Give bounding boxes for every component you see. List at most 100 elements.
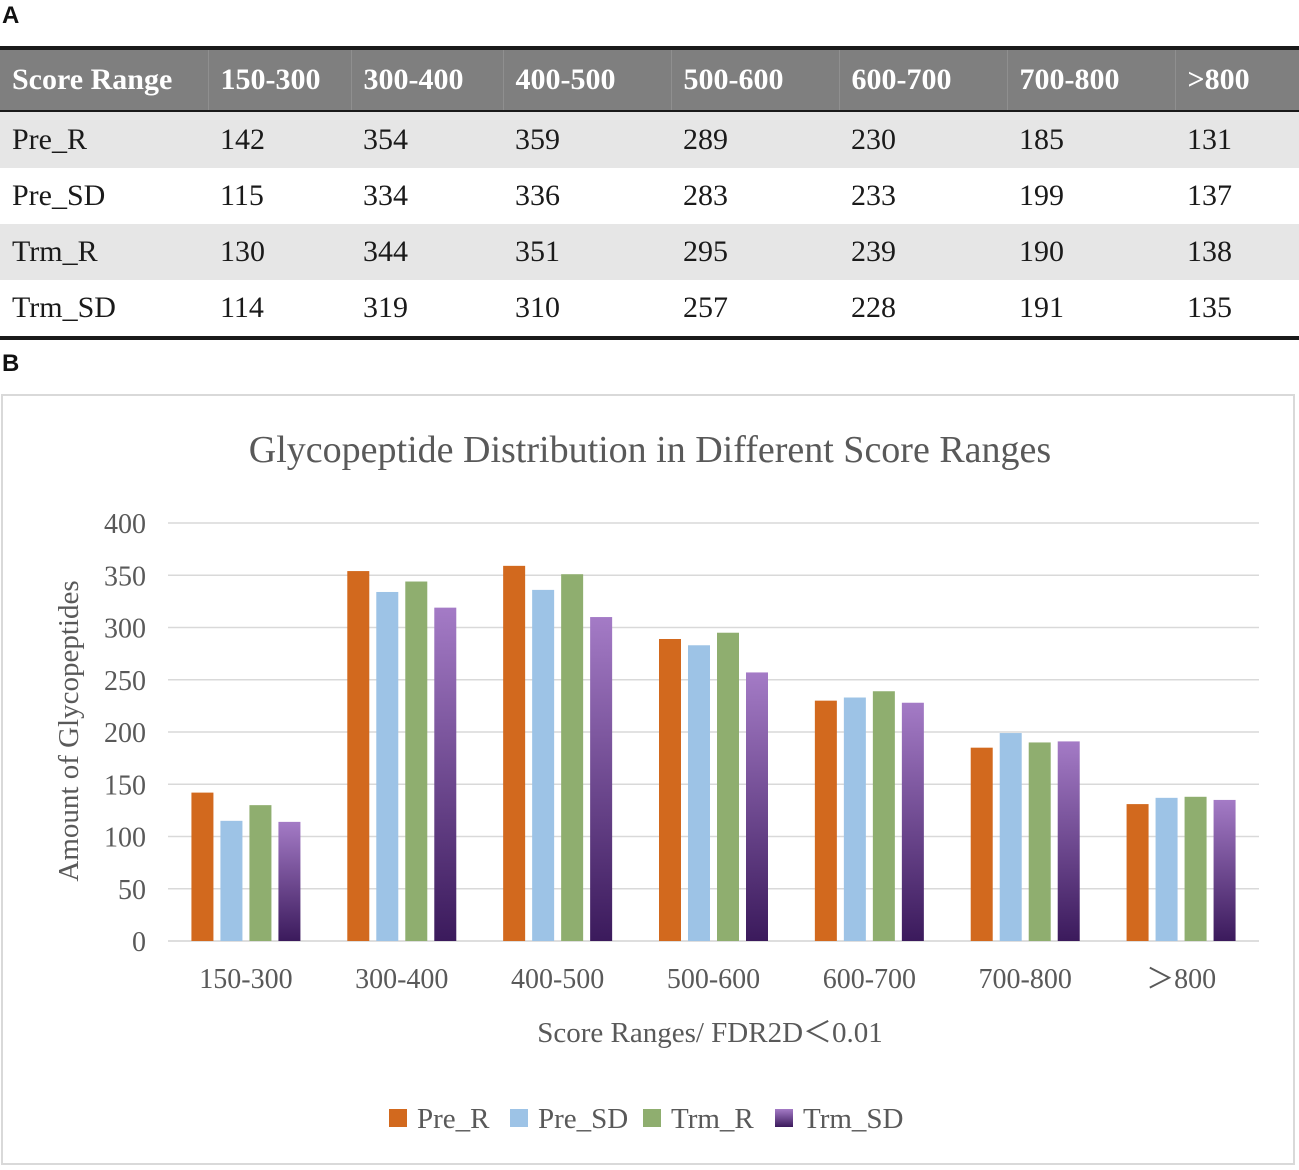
table-cell: 336 [515,179,560,212]
y-tick-label: 400 [104,509,146,540]
bar-pre-r-2 [503,565,526,941]
header-400-500: 400-500 [502,46,671,112]
table-cell: 239 [851,235,896,268]
table-cell: 257 [671,280,839,340]
row-label: Pre_SD [12,179,106,212]
bar-trm-r-6 [1184,796,1207,941]
bar-pre-sd-0 [220,820,243,941]
bar-trm-sd-0 [278,821,301,941]
table-header-row: Score Range 150-300 300-400 400-500 500-… [0,46,1299,112]
bar-trm-sd-1 [434,607,457,941]
table-cell: 190 [1019,235,1064,268]
table-row: Pre_SD 115 334 336 283 233 199 137 [0,168,1299,224]
x-tick-label: 150-300 [199,964,292,995]
bar-pre-r-5 [970,747,993,941]
bar-trm-r-1 [405,581,428,941]
chart-container: 0 50 100 150 200 250 300 350 400 150-300 300-400 40… [1,394,1295,1165]
legend-swatch-pre-r [389,1109,407,1127]
x-tick-label: 300-400 [355,964,448,995]
bar-pre-sd-6 [1155,797,1178,941]
legend-swatch-trm-r [643,1109,661,1127]
bar-pre-r-6 [1126,804,1149,941]
table-cell: 228 [839,280,1007,340]
table-cell: 199 [1019,179,1064,212]
bar-trm-r-0 [249,805,272,941]
table-row: Trm_SD 114 319 310 257 228 191 135 [0,280,1299,340]
bar-trm-r-4 [872,691,895,941]
bar-pre-sd-2 [532,589,555,941]
y-tick-label: 300 [104,614,146,645]
y-tick-label: 200 [104,718,146,749]
header-600-700: 600-700 [838,46,1007,112]
legend-swatch-trm-sd [775,1109,793,1127]
table-cell: 319 [351,280,503,340]
table-cell: 354 [363,123,408,156]
y-tick-label: 350 [104,561,146,592]
table-cell: 137 [1187,179,1232,212]
bar-trm-r-5 [1028,742,1051,941]
legend-swatch-pre-sd [510,1109,528,1127]
legend-label-trm-sd: Trm_SD [803,1103,903,1135]
bar-trm-sd-5 [1057,741,1080,941]
table-row: Trm_R 130 344 351 295 239 190 138 [0,224,1299,280]
bar-pre-sd-1 [376,591,399,941]
bar-chart: 0 50 100 150 200 250 300 350 400 150-300 300-400 40… [53,429,1259,1135]
legend-label-pre-r: Pre_R [417,1103,490,1135]
bar-pre-sd-5 [999,733,1022,941]
table-cell: 135 [1175,280,1299,340]
panel-a-label: A [2,2,20,29]
y-tick-label: 150 [104,770,146,801]
y-tick-label: 50 [118,875,146,906]
bar-trm-r-2 [561,574,584,941]
chart-title: Glycopeptide Distribution in Different S… [249,429,1051,471]
table-cell: 233 [851,179,896,212]
bar-pre-sd-3 [688,645,710,941]
table-cell: 344 [363,235,408,268]
bar-pre-r-4 [814,700,837,941]
table-cell: 138 [1187,235,1232,268]
legend-label-pre-sd: Pre_SD [538,1103,628,1135]
table-cell: 114 [208,280,351,340]
table-cell: 230 [851,123,896,156]
header-150-300: 150-300 [207,46,351,112]
table-cell: 289 [683,123,728,156]
bar-trm-r-3 [717,632,739,941]
x-axis-label: Score Ranges/ FDR2D＜0.01 [537,1017,883,1049]
table-row: Pre_R 142 354 359 289 230 185 131 [0,111,1299,168]
x-tick-label: 500-600 [667,964,760,995]
bar-pre-r-0 [191,792,214,941]
x-tick-label: ＞800 [1146,964,1216,995]
row-label: Trm_SD [0,280,208,340]
header-over-800: >800 [1174,46,1299,112]
table-cell: 359 [515,123,560,156]
bar-trm-sd-3 [746,672,768,941]
table-cell: 191 [1007,280,1175,340]
legend-label-trm-r: Trm_R [671,1103,754,1135]
bar-pre-r-1 [347,571,370,941]
header-score-range: Score Range [0,46,208,112]
table-cell: 334 [363,179,408,212]
table-cell: 295 [683,235,728,268]
x-tick-label: 600-700 [823,964,916,995]
table-cell: 115 [220,179,264,212]
table-cell: 310 [503,280,671,340]
x-tick-label: 400-500 [511,964,604,995]
table-cell: 131 [1187,123,1232,156]
header-700-800: 700-800 [1006,46,1175,112]
table-cell: 130 [220,235,265,268]
header-300-400: 300-400 [350,46,503,112]
table-cell: 283 [683,179,728,212]
row-label: Trm_R [12,235,98,268]
bar-trm-sd-4 [901,702,924,941]
table-cell: 142 [220,123,265,156]
chart-legend: Pre_R Pre_SD Trm_R Trm_SD [389,1103,903,1135]
y-axis-label: Amount of Glycopeptides [53,580,85,881]
bar-pre-r-3 [659,638,681,941]
bar-trm-sd-6 [1213,799,1236,941]
score-table: Score Range 150-300 300-400 400-500 500-… [0,46,1299,340]
bar-trm-sd-2 [590,617,613,941]
y-tick-label: 250 [104,666,146,697]
x-tick-label: 700-800 [979,964,1072,995]
y-tick-label: 100 [104,823,146,854]
table-cell: 185 [1019,123,1064,156]
